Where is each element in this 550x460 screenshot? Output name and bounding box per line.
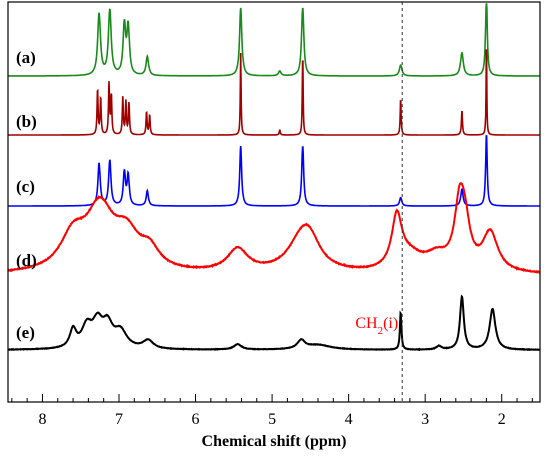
ch2-annotation: CH2(i) — [355, 315, 398, 337]
panel-label-b: (b) — [16, 112, 37, 131]
plot-frame — [7, 1, 541, 403]
spectrum-line-b — [8, 49, 540, 136]
panel-label-c: (c) — [16, 177, 35, 196]
panel-labels: (a) (b) (c) (d) (e) — [16, 48, 37, 342]
x-tick-label: 2 — [498, 411, 506, 428]
panel-label-a: (a) — [16, 48, 36, 67]
annotation-subscript: 2 — [378, 325, 384, 337]
x-tick-label: 4 — [345, 411, 353, 428]
spectra-group — [7, 3, 541, 352]
spectrum-line-e — [7, 294, 540, 352]
x-axis: 8 7 6 5 4 3 2 — [11, 394, 533, 428]
x-tick-label: 5 — [268, 411, 276, 428]
x-tick-label: 3 — [421, 411, 429, 428]
spectrum-line-a — [8, 3, 540, 77]
spectrum-line-d — [7, 182, 541, 274]
x-tick-label: 6 — [192, 411, 200, 428]
x-tick-label: 8 — [38, 411, 46, 428]
annotation-suffix: (i) — [383, 315, 398, 332]
panel-label-d: (d) — [16, 251, 37, 270]
spectrum-line-c — [8, 135, 540, 207]
x-tick-label: 7 — [115, 411, 123, 428]
panel-label-e: (e) — [16, 323, 35, 342]
annotation-prefix: CH — [355, 315, 378, 332]
x-axis-title: Chemical shift (ppm) — [202, 433, 347, 450]
